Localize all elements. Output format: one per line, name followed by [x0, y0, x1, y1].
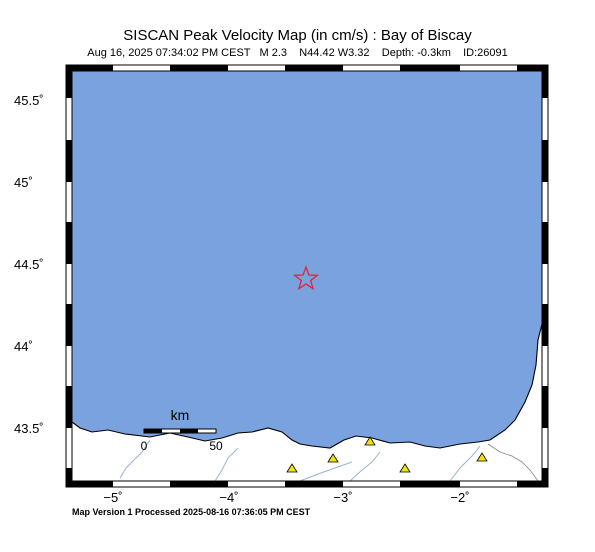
y-tick-label: 45˚ [14, 175, 33, 190]
border-line [487, 443, 539, 482]
coastline [71, 323, 543, 449]
scale-bar-max: 50 [209, 439, 223, 453]
map-title: SISCAN Peak Velocity Map (in cm/s) : Bay… [123, 27, 472, 44]
scale-bar-zero: 0 [141, 439, 148, 453]
y-tick-label: 43.5˚ [14, 421, 44, 436]
x-tick-label: −5˚ [103, 490, 123, 505]
y-tick-label: 44.5˚ [14, 257, 44, 272]
event-summary: Aug 16, 2025 07:34:02 PM CEST M 2.3 N44.… [87, 47, 508, 59]
seismic-stations [286, 436, 488, 473]
frame-ticks-right [542, 65, 548, 487]
frame-ticks-bottom [66, 481, 548, 487]
scale-bar-unit: km [171, 407, 190, 423]
sea-area [72, 71, 542, 481]
y-tick-label: 45.5˚ [14, 93, 44, 108]
x-tick-label: −2˚ [450, 490, 470, 505]
processing-footer: Map Version 1 Processed 2025-08-16 07:36… [72, 507, 311, 517]
frame-ticks-left [66, 65, 72, 487]
triangle-icon [286, 463, 298, 473]
frame-ticks-top [66, 65, 548, 71]
land-area [72, 324, 542, 481]
y-tick-label: 44˚ [14, 339, 33, 354]
triangle-icon [476, 452, 488, 462]
x-tick-label: −3˚ [333, 490, 353, 505]
rivers [119, 439, 481, 482]
triangle-icon [327, 453, 339, 463]
scale-bar: km 0 50 [141, 407, 223, 453]
triangle-icon [399, 463, 411, 473]
x-tick-label: −4˚ [219, 490, 239, 505]
triangle-icon [364, 436, 376, 446]
star-icon [292, 265, 320, 291]
